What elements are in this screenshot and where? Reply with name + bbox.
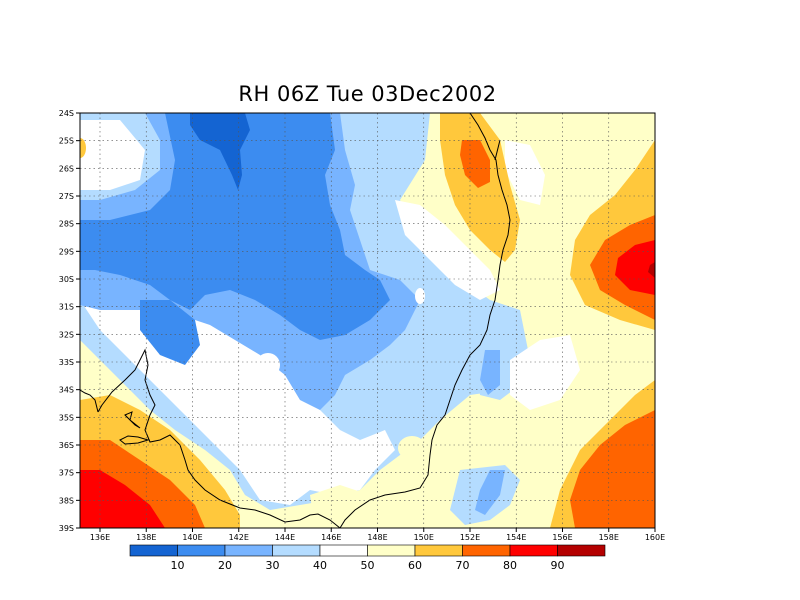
- field-50-60-south: [310, 485, 375, 528]
- plot-frame: [79, 112, 656, 529]
- field-70-80-se: [570, 410, 655, 528]
- colorbar-swatch: [462, 544, 511, 557]
- field-80-90-sw: [80, 470, 165, 528]
- lat-label: 24S: [59, 109, 74, 118]
- lat-label: 36S: [59, 441, 74, 450]
- axis-ticks: [76, 112, 656, 532]
- field-40-50-se: [510, 335, 580, 410]
- latitude-labels: 24S 25S 26S 27S 28S 29S 30S 31S 32S 33S 34S 35S 36S 3…: [59, 109, 74, 533]
- coastline-fraser: [494, 139, 501, 161]
- lat-label: 26S: [59, 164, 74, 173]
- colorbar-swatch: [509, 544, 558, 557]
- lon-label: 150E: [414, 533, 434, 542]
- grid-lines: [80, 113, 655, 528]
- field-40-50-pocket: [256, 353, 280, 377]
- lat-label: 25S: [59, 137, 74, 146]
- lat-label: 32S: [59, 330, 74, 339]
- lat-label: 29S: [59, 247, 74, 256]
- lon-label: 138E: [136, 533, 156, 542]
- field-10-20: [80, 113, 390, 340]
- coastline-yorke: [124, 411, 141, 429]
- lon-label: 142E: [229, 533, 249, 542]
- field-40-50-c: [80, 120, 145, 190]
- coastline: [80, 113, 511, 528]
- colorbar-level-label: 50: [361, 559, 375, 572]
- lat-label: 37S: [59, 469, 74, 478]
- lat-label: 34S: [59, 386, 74, 395]
- lon-label: 148E: [367, 533, 387, 542]
- colorbar-swatch: [319, 544, 368, 557]
- colorbar-level-label: 60: [408, 559, 422, 572]
- field-10-20-south: [140, 300, 200, 365]
- field-60-70-w: [80, 138, 86, 158]
- colorbar-swatch: [414, 544, 463, 557]
- colorbar-swatch: [367, 544, 416, 557]
- field-0-10: [190, 113, 250, 190]
- field-40-50-pocket-2: [415, 288, 425, 304]
- longitude-labels: 136E 138E 140E 142E 144E 146E 148E 150E 152E 154E…: [90, 533, 665, 542]
- colorbar-labels: 10 20 30 40 50 60 70 80 90: [171, 559, 565, 572]
- colorbar-swatch: [557, 544, 606, 557]
- coastline-gulf: [80, 389, 99, 413]
- field-20-30-south-pocket: [475, 470, 505, 515]
- colorbar-level-label: 30: [266, 559, 280, 572]
- colorbar-level-label: 90: [551, 559, 565, 572]
- lon-label: 156E: [552, 533, 572, 542]
- map-title: RH 06Z Tue 03Dec2002: [238, 82, 497, 106]
- colorbar-swatch: [272, 544, 321, 557]
- lat-label: 28S: [59, 220, 74, 229]
- lon-label: 140E: [182, 533, 202, 542]
- colorbar-level-label: 10: [171, 559, 185, 572]
- field-40-50-b: [395, 200, 500, 300]
- lat-label: 35S: [59, 413, 74, 422]
- lon-label: 136E: [90, 533, 110, 542]
- coastline-east: [339, 113, 511, 528]
- field-70-80-ne: [460, 140, 490, 188]
- colorbar: [129, 544, 606, 557]
- lat-label: 30S: [59, 275, 74, 284]
- colorbar-swatch: [224, 544, 273, 557]
- lat-label: 39S: [59, 524, 74, 533]
- contour-fields: [80, 113, 655, 528]
- lat-label: 27S: [59, 192, 74, 201]
- lon-label: 152E: [460, 533, 480, 542]
- field-20-30-w: [80, 203, 88, 213]
- field-20-30-east: [480, 350, 500, 395]
- field-40-50-d: [505, 140, 545, 205]
- colorbar-swatch: [177, 544, 226, 557]
- field-50-60-pocket: [398, 436, 426, 460]
- lon-label: 160E: [645, 533, 665, 542]
- colorbar-level-label: 20: [218, 559, 232, 572]
- colorbar-level-label: 70: [456, 559, 470, 572]
- lon-label: 158E: [599, 533, 619, 542]
- lat-label: 33S: [59, 358, 74, 367]
- lat-label: 38S: [59, 496, 74, 505]
- coastline-kangaroo: [119, 435, 150, 445]
- lon-label: 154E: [506, 533, 526, 542]
- field-90-100-east: [648, 262, 655, 278]
- field-80-90-east: [615, 240, 655, 295]
- field-60-70-ne: [440, 113, 520, 262]
- coastline-south: [97, 348, 341, 528]
- lon-label: 146E: [321, 533, 341, 542]
- colorbar-swatch: [129, 544, 178, 557]
- colorbar-level-label: 80: [503, 559, 517, 572]
- lat-label: 31S: [59, 303, 74, 312]
- lon-label: 144E: [275, 533, 295, 542]
- colorbar-level-label: 40: [313, 559, 327, 572]
